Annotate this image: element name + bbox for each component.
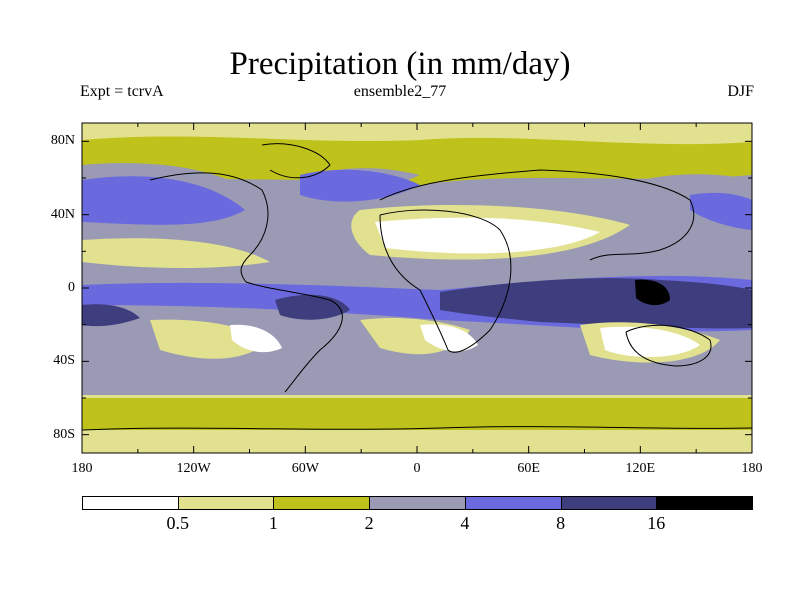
colorbar-swatch	[177, 496, 275, 510]
x-tick-label: 180	[741, 461, 763, 476]
x-tick-label: 120E	[625, 461, 656, 476]
maritime-continent-max	[635, 279, 670, 306]
colorbar-swatch	[82, 496, 179, 510]
y-tick-label: 40S	[53, 353, 75, 369]
south-atlantic-dry-core	[420, 324, 478, 352]
colorbar-swatch	[656, 496, 753, 510]
experiment-label: Expt = tcrvA	[80, 83, 164, 100]
north-atlantic-storm-core	[300, 169, 420, 202]
kuroshio-storm-core	[690, 192, 752, 230]
colorbar-label: 1	[268, 513, 278, 533]
season-label: DJF	[727, 83, 754, 100]
north-america-coastline	[149, 172, 269, 283]
colorbar-label: 16	[647, 513, 666, 533]
coastlines	[82, 143, 752, 431]
precipitation-field	[82, 123, 752, 453]
y-tick-label: 80S	[53, 426, 75, 442]
x-tick-label: 180	[71, 461, 93, 476]
y-tick-label: 80N	[50, 133, 75, 149]
y-tick-label: 40N	[50, 206, 75, 222]
colorbar-label: 8	[556, 513, 566, 533]
colorbar-label: 0.5	[166, 513, 189, 533]
y-tick-label: 0	[68, 280, 75, 295]
x-tick-label: 120W	[176, 461, 211, 476]
colorbar-label: 4	[460, 513, 470, 533]
indian-ocean-warm-pool	[440, 278, 752, 329]
north-pacific-storm-core	[82, 176, 245, 225]
chart-title: Precipitation (in mm/day)	[229, 46, 571, 82]
northeast-pacific-dry-belt	[82, 238, 270, 268]
africa-coastline	[379, 209, 512, 353]
south-indian-dry-core	[600, 326, 700, 357]
x-tick-label: 60E	[517, 461, 540, 476]
eurasia-coastline	[379, 169, 695, 261]
sahara-arabia-dry-core	[375, 217, 600, 254]
antarctica-coastline	[82, 426, 752, 431]
axis-ticks	[81, 123, 753, 453]
south-america-coastline	[245, 281, 343, 393]
colorbar-label: 2	[364, 513, 374, 533]
australia-coastline	[625, 324, 712, 367]
colorbar-swatch	[560, 496, 658, 510]
x-tick-label: 0	[413, 461, 421, 476]
colorbar-swatch	[369, 496, 466, 510]
colorbar-swatch	[464, 496, 562, 510]
south-pacific-convergence	[82, 304, 140, 327]
x-tick-label: 60W	[291, 461, 319, 476]
colorbar-swatch	[273, 496, 371, 510]
southeast-pacific-dry-core	[230, 324, 282, 353]
greenland-coastline	[261, 143, 331, 179]
run-label: ensemble2_77	[353, 83, 447, 100]
southern-storm-band	[82, 398, 752, 430]
